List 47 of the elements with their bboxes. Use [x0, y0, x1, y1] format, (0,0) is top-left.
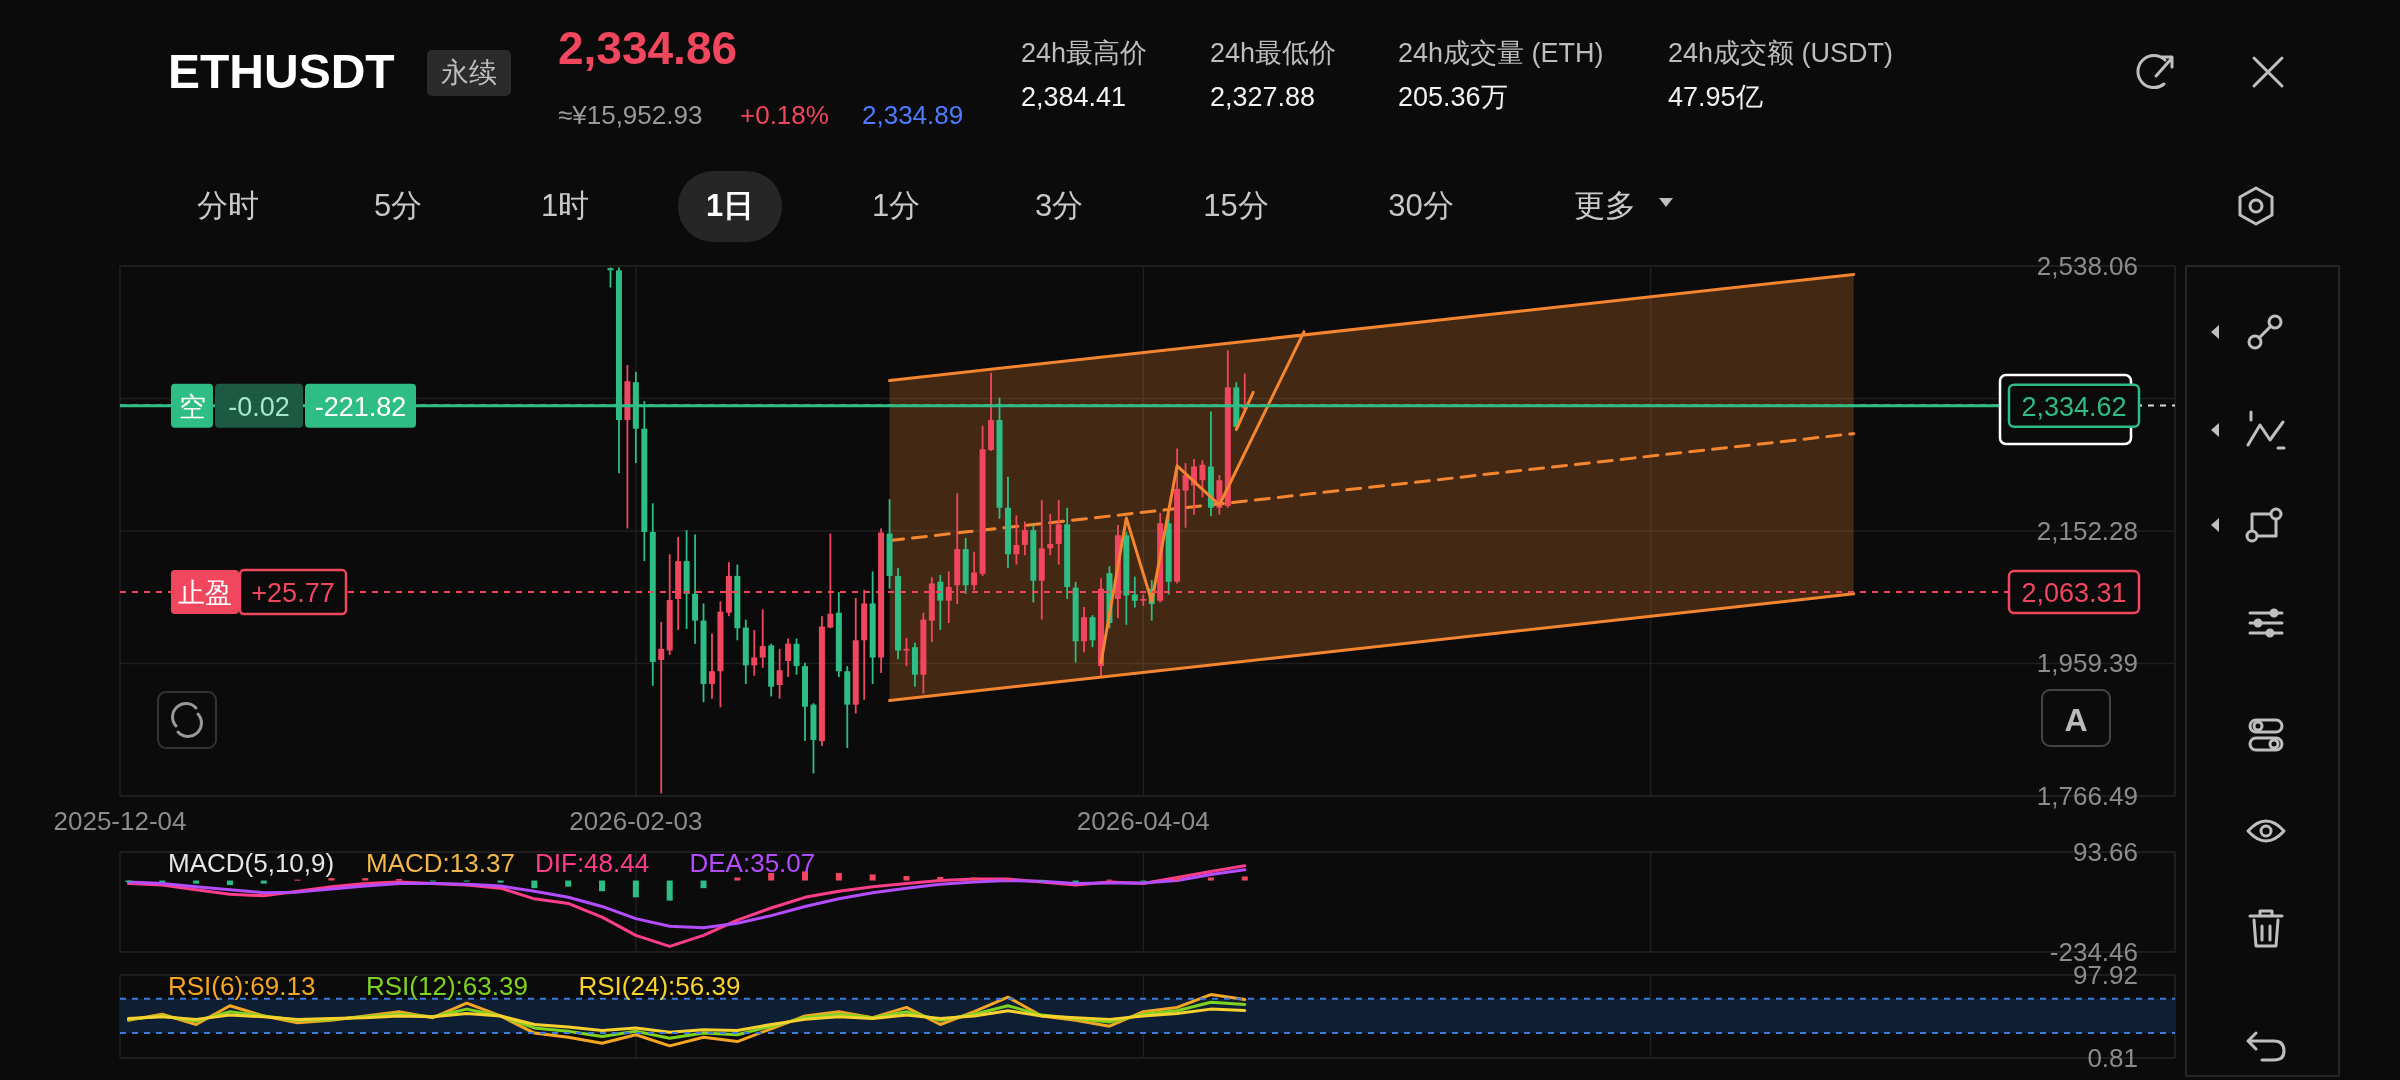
text: 2,334.89	[862, 100, 964, 130]
series-label: MACD:13.37	[366, 848, 515, 878]
y-tick-label: 1,766.49	[2036, 781, 2138, 811]
series-label: RSI(24):56.39	[578, 971, 741, 1001]
y-tick-label: 2,152.28	[2036, 516, 2138, 546]
annotation: 止盈	[178, 578, 232, 609]
annotation: -221.82	[314, 391, 407, 422]
text: 1日	[705, 188, 755, 223]
text: +0.18%	[740, 100, 829, 130]
text: 24h成交量 (ETH)	[1398, 38, 1604, 68]
text: 5分	[373, 188, 423, 223]
text: 2,334.86	[558, 22, 738, 74]
text: 24h最高价	[1021, 38, 1148, 68]
chart-subtitle: 永续	[441, 57, 497, 88]
series-label: RSI(6):69.13	[168, 971, 316, 1001]
annotation: A	[2064, 702, 2088, 738]
text: 3分	[1034, 188, 1084, 223]
y-tick-label: 1,959.39	[2036, 648, 2138, 679]
text: 15分	[1203, 188, 1269, 223]
text: 1时	[540, 188, 590, 223]
chart-title: ETHUSDT	[168, 45, 395, 98]
x-tick-label: 2026-02-03	[569, 806, 703, 836]
annotation: 空	[178, 391, 206, 422]
text: 2,327.88	[1210, 82, 1316, 112]
text: 30分	[1388, 188, 1454, 223]
y-tick-label: 2,538.06	[2036, 251, 2138, 281]
text: 分时	[197, 188, 259, 223]
annotation: -0.02	[228, 391, 290, 422]
text: 24h最低价	[1210, 38, 1337, 68]
text: 47.95亿	[1668, 82, 1763, 112]
text: ≈¥15,952.93	[558, 100, 703, 130]
x-tick-label: 2026-04-04	[1076, 806, 1210, 836]
series-label: DIF:48.44	[535, 848, 650, 878]
chart-title: MACD(5,10,9)	[168, 848, 335, 878]
text: 更多	[1574, 188, 1636, 223]
ref-line-label: 2,334.62	[2021, 391, 2127, 422]
series-label: DEA:35.07	[689, 848, 816, 878]
series-label: RSI(12):63.39	[366, 971, 528, 1001]
y-tick-label: 93.66	[2072, 837, 2138, 867]
text: 1分	[871, 188, 921, 223]
ref-line-label: 2,063.31	[2021, 578, 2127, 609]
text: 205.36万	[1398, 82, 1508, 112]
annotation: +25.77	[251, 578, 335, 609]
text: 2,384.41	[1021, 82, 1127, 112]
text: 24h成交额 (USDT)	[1668, 38, 1894, 68]
x-tick-label: 2025-12-04	[53, 806, 187, 836]
y-tick-label: 0.81	[2087, 1043, 2138, 1073]
